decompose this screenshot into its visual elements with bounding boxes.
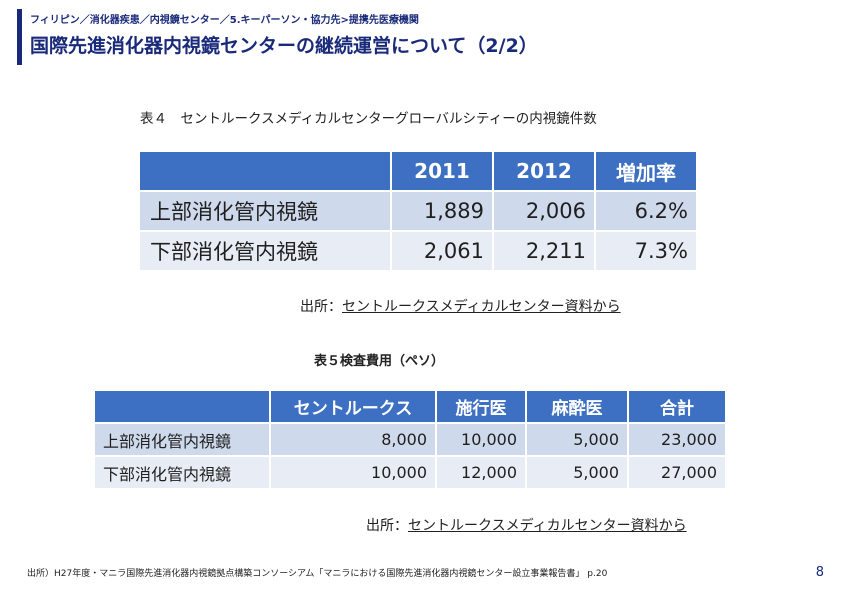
- table4-caption: 表４ セントルークスメディカルセンターグローバルシティーの内視鏡件数: [140, 111, 597, 127]
- row-label: 上部消化管内視鏡: [95, 424, 269, 455]
- cell-growth-rate: 7.3%: [596, 232, 696, 270]
- source-text: セントルークスメディカルセンター資料から: [342, 299, 621, 315]
- title-accent-bar: [17, 9, 22, 65]
- footnote: 出所）H27年度・マニラ国際先進消化器内視鏡拠点構築コンソーシアム「マニラにおけ…: [27, 569, 608, 579]
- table-header-total: 合計: [629, 391, 725, 422]
- row-label: 下部消化管内視鏡: [140, 232, 390, 270]
- table-row: 上部消化管内視鏡 1,889 2,006 6.2%: [140, 192, 696, 230]
- cell-2012: 2,211: [494, 232, 594, 270]
- cell-total: 23,000: [629, 424, 725, 455]
- table-header-row: 2011 2012 増加率: [140, 152, 696, 190]
- table-header-2011: 2011: [392, 152, 492, 190]
- cell-anesthesiologist: 5,000: [527, 457, 627, 488]
- cell-2012: 2,006: [494, 192, 594, 230]
- cell-st-lukes: 8,000: [271, 424, 435, 455]
- row-label: 下部消化管内視鏡: [95, 457, 269, 488]
- source-prefix: 出所：: [366, 518, 408, 534]
- endoscopy-count-table: 2011 2012 増加率 上部消化管内視鏡 1,889 2,006 6.2% …: [138, 150, 698, 272]
- table-header-anesthesiologist: 麻酔医: [527, 391, 627, 422]
- table-row: 下部消化管内視鏡 2,061 2,211 7.3%: [140, 232, 696, 270]
- cell-anesthesiologist: 5,000: [527, 424, 627, 455]
- table-header-physician: 施行医: [437, 391, 525, 422]
- table-header-blank: [140, 152, 390, 190]
- cell-growth-rate: 6.2%: [596, 192, 696, 230]
- table-header-blank: [95, 391, 269, 422]
- table5-source: 出所：セントルークスメディカルセンター資料から: [366, 515, 687, 535]
- source-prefix: 出所：: [300, 299, 342, 315]
- table4-source: 出所：セントルークスメディカルセンター資料から: [300, 296, 621, 316]
- cell-2011: 2,061: [392, 232, 492, 270]
- cell-physician: 12,000: [437, 457, 525, 488]
- page-title: 国際先進消化器内視鏡センターの継続運営について（2/2）: [30, 35, 538, 57]
- table-header-st-lukes: セントルークス: [271, 391, 435, 422]
- table-row: 下部消化管内視鏡 10,000 12,000 5,000 27,000: [95, 457, 725, 488]
- table-row: 上部消化管内視鏡 8,000 10,000 5,000 23,000: [95, 424, 725, 455]
- cell-st-lukes: 10,000: [271, 457, 435, 488]
- cell-physician: 10,000: [437, 424, 525, 455]
- table-header-2012: 2012: [494, 152, 594, 190]
- row-label: 上部消化管内視鏡: [140, 192, 390, 230]
- table5-caption: 表５検査費用（ペソ）: [314, 354, 445, 369]
- table-header-growth-rate: 増加率: [596, 152, 696, 190]
- cell-total: 27,000: [629, 457, 725, 488]
- cell-2011: 1,889: [392, 192, 492, 230]
- source-text: セントルークスメディカルセンター資料から: [408, 518, 687, 534]
- breadcrumb: フィリピン／消化器疾患／内視鏡センター／5.キーパーソン・協力先>提携先医療機関: [30, 15, 419, 26]
- table-header-row: セントルークス 施行医 麻酔医 合計: [95, 391, 725, 422]
- exam-cost-table: セントルークス 施行医 麻酔医 合計 上部消化管内視鏡 8,000 10,000…: [93, 389, 727, 490]
- page-number: 8: [815, 565, 824, 580]
